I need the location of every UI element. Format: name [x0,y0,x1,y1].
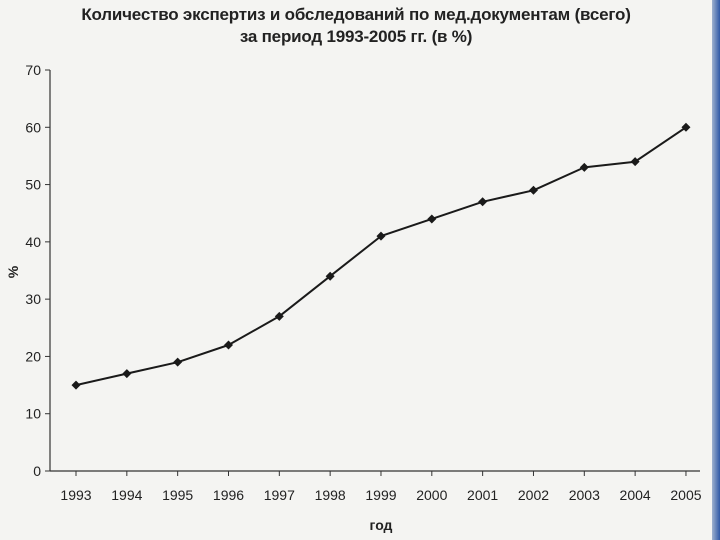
x-tick-label: 2002 [518,487,549,503]
data-point-marker [274,311,284,321]
data-point-marker [173,357,183,367]
data-point-marker [427,214,437,224]
series-line [75,126,687,387]
data-point-marker [579,162,589,172]
data-point-marker [478,197,488,207]
data-point-marker [528,185,538,195]
chart-axes [45,69,700,476]
x-tick-label: 1997 [264,487,295,503]
slide-edge [712,0,720,540]
x-tick-label: 2005 [670,487,701,503]
data-point-marker [681,122,691,132]
x-tick-label: 2001 [467,487,498,503]
x-tick-label: 1994 [111,487,142,503]
y-tick-label: 60 [25,119,41,135]
data-point-marker [122,369,132,379]
chart-title-line2: за период 1993-2005 гг. (в %) [239,27,473,46]
data-point-marker [325,271,335,281]
y-tick-label: 30 [25,291,41,307]
x-tick-label: 1993 [60,487,91,503]
y-tick-label: 40 [25,234,41,250]
data-point-marker [71,380,81,390]
y-tick-label: 50 [25,177,41,193]
y-tick-labels: 0 10 20 30 40 50 60 70 [25,62,41,479]
x-tick-label: 2003 [569,487,600,503]
data-point-marker [223,340,233,350]
chart-title: Количество экспертиз и обследований по м… [0,4,712,48]
x-tick-label: 2004 [620,487,651,503]
x-tick-label: 2000 [416,487,447,503]
x-tick-label: 1998 [315,487,346,503]
chart-title-line1: Количество экспертиз и обследований по м… [81,5,631,24]
y-tick-label: 20 [25,348,41,364]
data-series [71,122,691,390]
data-point-marker [376,231,386,241]
x-axis-label: год [370,517,393,533]
x-tick-labels: 1993 1994 1995 1996 1997 1998 1999 2000 2001 2002… [60,487,701,503]
x-tick-label: 1996 [213,487,244,503]
data-point-marker [630,157,640,167]
y-tick-label: 10 [25,406,41,422]
y-tick-label: 0 [33,463,41,479]
x-tick-label: 1995 [162,487,193,503]
x-tick-label: 1999 [365,487,396,503]
y-tick-label: 70 [25,62,41,78]
y-axis-label: % [5,265,21,278]
